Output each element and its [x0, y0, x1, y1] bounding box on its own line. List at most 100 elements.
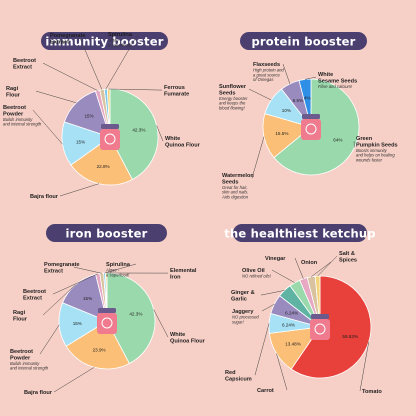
leader-line-spirulina — [105, 33, 139, 90]
slice-label-sesame: White Sesame Seeds — [318, 72, 357, 84]
slice-label-vinegar: Vinegar — [265, 256, 286, 262]
slice-label-bajra: Bajra flour — [24, 390, 53, 396]
slice-percent-quinoa: 42.3% — [132, 128, 145, 133]
slice-label-bajra: Bajra flour — [30, 194, 59, 200]
jar-icon — [97, 308, 117, 334]
slice-percent-sesame: 4% — [304, 95, 311, 100]
slice-percent-tomato: 59.53% — [342, 334, 358, 339]
leader-line-ferrous — [108, 88, 163, 91]
slice-label-beetroot_powder: Beetroot Powder — [10, 349, 33, 361]
slice-label-carrot: Carrot — [257, 388, 274, 394]
leader-line-ginger — [260, 290, 285, 296]
slice-note-sunflower: Energy booster and keeps the blood flowing… — [219, 96, 248, 111]
jar-icon — [310, 314, 330, 340]
leader-line-capsicum — [254, 323, 270, 376]
leader-line-ragi — [35, 90, 77, 104]
slice-label-quinoa: White Quinoa Flour — [170, 332, 206, 344]
chart-title: iron booster — [66, 226, 148, 240]
chart-title: protein booster — [251, 34, 355, 48]
leader-line-watermelon — [251, 136, 265, 179]
pie-chart-4: the healthiest ketchup 59.53% 13.48% 6.24% 6… — [224, 224, 382, 395]
pie-chart-3: iron booster 42.3% 23.9% 15% 15% White Quinoa … — [10, 224, 206, 396]
slice-label-beetroot_powder: Beetroot Powder — [3, 105, 26, 117]
slice-label-spirulina: Spirulina — [106, 262, 131, 268]
slice-label-sunflower: Sunflower Seeds — [219, 84, 247, 96]
leader-line-quinoa — [156, 125, 164, 142]
chart-title-pill — [240, 32, 367, 50]
slice-note-watermelon: Great for hair, skin and nails. Aids diges… — [221, 185, 249, 200]
slice-percent-ragi: 15% — [83, 296, 92, 301]
leader-line-salt — [317, 255, 338, 277]
jar-icon — [100, 124, 120, 150]
slice-percent-beetroot_powder: 15% — [73, 321, 82, 326]
pie-slice-bajra — [65, 320, 130, 370]
slice-percent-quinoa: 42.3% — [129, 312, 142, 317]
leader-line-bajra — [53, 367, 95, 393]
leader-line-beetroot_extract — [52, 273, 98, 295]
slice-note-beetroot_powder: Builds immunity and internal strength — [3, 117, 42, 127]
slice-note-spirulina: Algae -a superfood! — [105, 267, 130, 277]
leader-line-vinegar — [294, 257, 304, 279]
slice-label-olive: Olive Oil — [242, 268, 265, 274]
slice-note-pumpkin: Boosts immunity and helps on healing wound… — [356, 148, 395, 163]
leader-line-flax — [282, 63, 291, 84]
slice-note-beetroot_powder: Builds immunity and internal strength — [10, 361, 49, 371]
slice-label-beetroot_extract: Beetroot Extract — [13, 58, 36, 70]
slice-percent-beetroot_powder: 15% — [76, 139, 85, 144]
leader-line-jaggery — [261, 303, 275, 312]
pie-chart-1: immunity booster 42.3% 22.8% 15% 15% White Qui… — [3, 32, 201, 200]
slice-label-ragi: Ragi Flour — [13, 310, 28, 322]
slice-label-watermelon: Watermelon Seeds — [222, 173, 254, 185]
slice-label-beetroot_extract: Beetroot Extract — [23, 289, 46, 301]
pie-chart-2: protein booster 64% 15.5% 10%6.5%4% Green Pum… — [219, 32, 398, 200]
slice-label-ferrous: Ferrous Fumarate — [164, 85, 189, 97]
leader-line-onion — [311, 261, 332, 278]
slice-percent-carrot: 13.48% — [285, 341, 301, 346]
pie-slice-quinoa — [106, 272, 156, 365]
jar-icon — [301, 114, 321, 140]
chart-title: the healthiest ketchup — [224, 226, 375, 240]
pie-slice-quinoa — [109, 88, 159, 181]
slice-label-ragi: Ragi Flour — [6, 86, 21, 98]
leader-line-pomegranate — [73, 266, 102, 274]
slice-percent-ragi: 15% — [84, 114, 93, 119]
slice-label-ginger: Ginger & Garlic — [231, 290, 255, 302]
slice-label-capsicum: Red Capsicum — [225, 370, 252, 382]
leader-line-beetroot_powder — [32, 109, 63, 145]
slice-label-spirulina: Spirulina — [108, 32, 133, 38]
slice-label-tomato: Tomato — [362, 389, 382, 395]
slice-label-iron: Elemental Iron — [170, 268, 197, 280]
slice-label-salt: Salt & Spices — [339, 251, 357, 263]
slice-percent-capsicum: 6.24% — [282, 323, 295, 328]
chart-title: immunity booster — [45, 34, 163, 48]
slice-percent-jaggery: 6.24% — [285, 311, 298, 316]
slice-note-flax: High protein and a great source of Omegas — [253, 67, 284, 82]
leader-line-quinoa — [153, 309, 169, 338]
chart-title-pill — [233, 224, 367, 242]
slice-note-jaggery: NO processed sugar! — [232, 314, 259, 324]
slice-label-pomegranate: Pomegranate Extract — [44, 262, 79, 274]
leader-line-sesame — [304, 76, 317, 80]
slice-percent-flax: 6.5% — [293, 98, 303, 103]
slice-label-jaggery: Jaggery — [232, 309, 254, 315]
leader-line-ragi — [42, 284, 76, 316]
slice-percent-bajra: 23.9% — [93, 348, 106, 353]
slice-note-olive: NO refined oils! — [242, 273, 272, 278]
leader-line-tomato — [359, 341, 369, 392]
leader-line-carrot — [276, 353, 288, 391]
leader-line-sunflower — [248, 88, 272, 101]
chart-title-pill — [41, 32, 168, 50]
slice-label-pomegranate: Pomegranate Extract — [50, 33, 85, 45]
leader-line-pomegranate — [79, 38, 103, 90]
slice-percent-sunflower: 10% — [282, 108, 291, 113]
leader-line-bajra — [59, 183, 99, 197]
chart-title-pill — [46, 224, 167, 242]
leader-line-olive — [271, 269, 295, 283]
slice-note-sesame: Fibre and calcium! — [318, 84, 353, 89]
slice-label-pumpkin: Green Pumpkin Seeds — [356, 136, 398, 148]
slice-percent-pumpkin: 64% — [333, 138, 342, 143]
slice-label-onion: Onion — [301, 260, 318, 266]
leader-line-spirulina — [104, 263, 137, 274]
